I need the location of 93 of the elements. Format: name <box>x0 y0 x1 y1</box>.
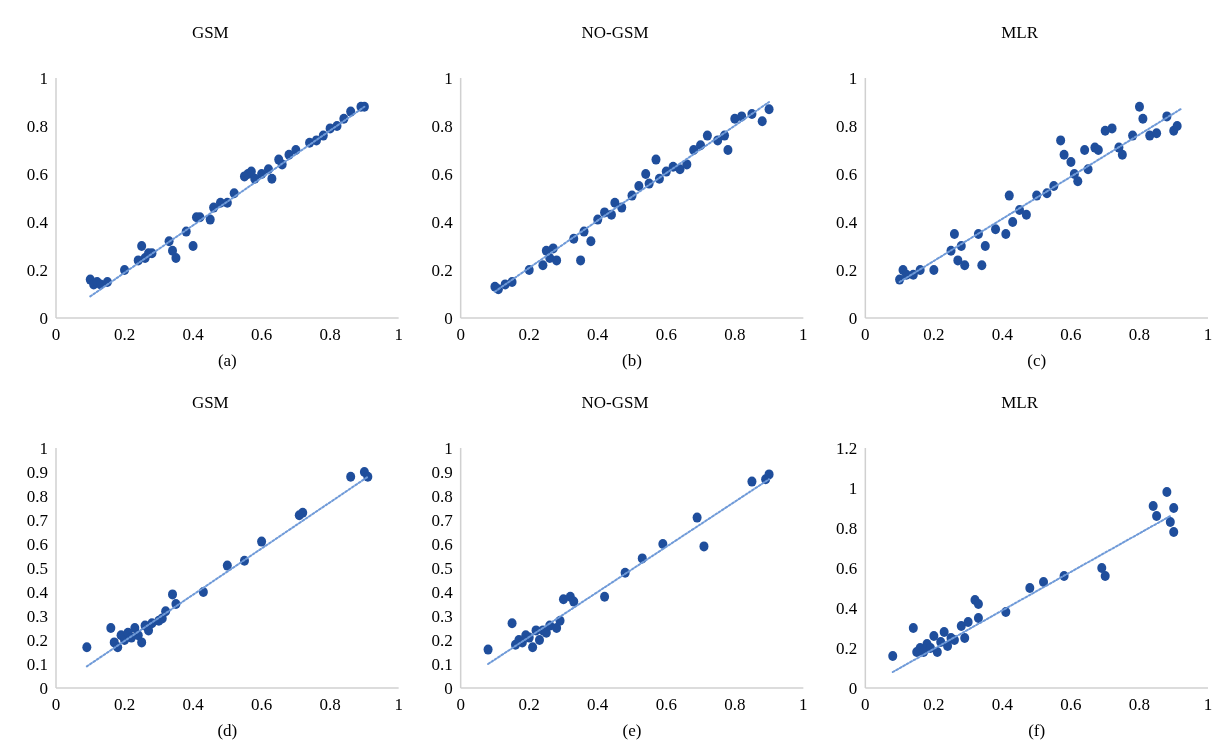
y-tick-label: 0 <box>444 678 453 698</box>
y-tick-label: 0 <box>39 308 48 328</box>
x-tick-label: 0.6 <box>655 695 677 714</box>
x-tick-label: 1 <box>394 325 403 344</box>
y-tick-label: 0.4 <box>26 582 49 602</box>
y-tick-label: 1 <box>848 478 858 498</box>
y-tick-label: 0.8 <box>26 116 48 136</box>
y-tick-label: 0.8 <box>431 116 453 136</box>
x-axis-title: (b) <box>622 351 642 370</box>
x-tick-label: 0.2 <box>518 325 540 344</box>
x-tick-label: 0.2 <box>113 325 136 344</box>
y-tick-label: 0.8 <box>836 116 858 136</box>
y-tick-label: 1 <box>848 68 858 88</box>
y-tick-label: 0.8 <box>431 486 453 506</box>
y-tick-label: 0.5 <box>431 558 453 578</box>
y-tick-label: 0.1 <box>431 654 453 674</box>
y-tick-label: 0.4 <box>26 212 49 232</box>
y-tick-label: 0.6 <box>431 164 453 184</box>
y-tick-label: 1 <box>444 438 453 458</box>
x-tick-label: 1 <box>799 325 808 344</box>
x-tick-label: 0.2 <box>923 325 945 344</box>
x-tick-label: 0.8 <box>1128 325 1151 344</box>
y-tick-label: 0.2 <box>26 260 48 280</box>
x-tick-label: 0 <box>51 325 61 344</box>
x-tick-label: 1 <box>799 695 808 714</box>
x-tick-label: 0.2 <box>113 695 136 714</box>
chart-title: NO-GSM <box>581 393 649 412</box>
x-tick-label: 0.4 <box>182 695 205 714</box>
y-tick-label: 0.4 <box>836 598 858 618</box>
y-tick-label: 0.8 <box>26 486 48 506</box>
y-tick-label: 0.4 <box>431 582 454 602</box>
x-tick-label: 1 <box>394 695 403 714</box>
y-tick-label: 1 <box>444 68 453 88</box>
y-tick-label: 0.4 <box>431 212 454 232</box>
y-tick-label: 0.6 <box>836 164 858 184</box>
y-tick-label: 1.2 <box>836 438 858 458</box>
x-tick-label: 0 <box>861 695 870 714</box>
x-tick-label: 0.8 <box>724 325 746 344</box>
y-tick-label: 1 <box>39 438 48 458</box>
x-axis-title: (e) <box>622 721 642 740</box>
x-tick-label: 0.6 <box>250 695 273 714</box>
y-tick-label: 0.7 <box>431 510 454 530</box>
x-tick-label: 0.4 <box>991 325 1014 344</box>
x-tick-label: 0 <box>861 325 870 344</box>
chart-title: GSM <box>191 393 229 412</box>
y-tick-label: 0.3 <box>431 606 453 626</box>
x-tick-label: 0.8 <box>319 325 341 344</box>
x-tick-label: 0.4 <box>587 695 609 714</box>
x-tick-label: 0.4 <box>991 695 1014 714</box>
x-tick-label: 1 <box>1203 695 1213 714</box>
y-tick-label: 0.5 <box>26 558 48 578</box>
x-tick-label: 0 <box>51 695 61 714</box>
y-tick-label: 0.8 <box>836 518 858 538</box>
x-tick-label: 0.4 <box>182 325 205 344</box>
chart-title: NO-GSM <box>581 23 649 42</box>
y-tick-label: 0.7 <box>26 510 49 530</box>
y-tick-label: 0.6 <box>26 164 48 184</box>
x-tick-label: 0.2 <box>923 695 945 714</box>
chart-title: MLR <box>1001 393 1039 412</box>
y-tick-label: 0.2 <box>431 260 453 280</box>
y-tick-label: 0.2 <box>431 630 453 650</box>
y-tick-label: 0.3 <box>26 606 48 626</box>
x-tick-label: 0.6 <box>1060 325 1082 344</box>
x-axis-title: (d) <box>217 721 238 740</box>
y-tick-label: 0.2 <box>836 638 858 658</box>
chart-title: MLR <box>1001 23 1039 42</box>
y-tick-label: 0 <box>848 308 858 328</box>
y-tick-label: 0.9 <box>431 462 453 482</box>
x-tick-label: 0.6 <box>1060 695 1082 714</box>
y-tick-label: 1 <box>39 68 48 88</box>
y-tick-label: 0.2 <box>26 630 48 650</box>
y-tick-label: 0.4 <box>836 212 858 232</box>
x-tick-label: 0.6 <box>655 325 677 344</box>
x-axis-title: (a) <box>217 351 237 370</box>
y-tick-label: 0.6 <box>431 534 453 554</box>
y-tick-label: 0.6 <box>26 534 48 554</box>
y-tick-label: 0.9 <box>26 462 48 482</box>
y-tick-label: 0 <box>848 678 858 698</box>
y-tick-label: 0.2 <box>836 260 858 280</box>
x-tick-label: 0.2 <box>518 695 540 714</box>
x-tick-label: 0.8 <box>319 695 341 714</box>
chart-title: GSM <box>191 23 229 42</box>
x-tick-label: 0.4 <box>587 325 609 344</box>
x-tick-label: 0.8 <box>1128 695 1151 714</box>
x-tick-label: 1 <box>1203 325 1213 344</box>
y-tick-label: 0 <box>39 678 48 698</box>
y-tick-label: 0 <box>444 308 453 328</box>
x-tick-label: 0.6 <box>250 325 273 344</box>
y-tick-label: 0.6 <box>836 558 858 578</box>
x-axis-title: (c) <box>1027 351 1047 370</box>
y-tick-label: 0.1 <box>26 654 48 674</box>
x-tick-label: 0.8 <box>724 695 746 714</box>
x-axis-title: (f) <box>1028 721 1046 740</box>
